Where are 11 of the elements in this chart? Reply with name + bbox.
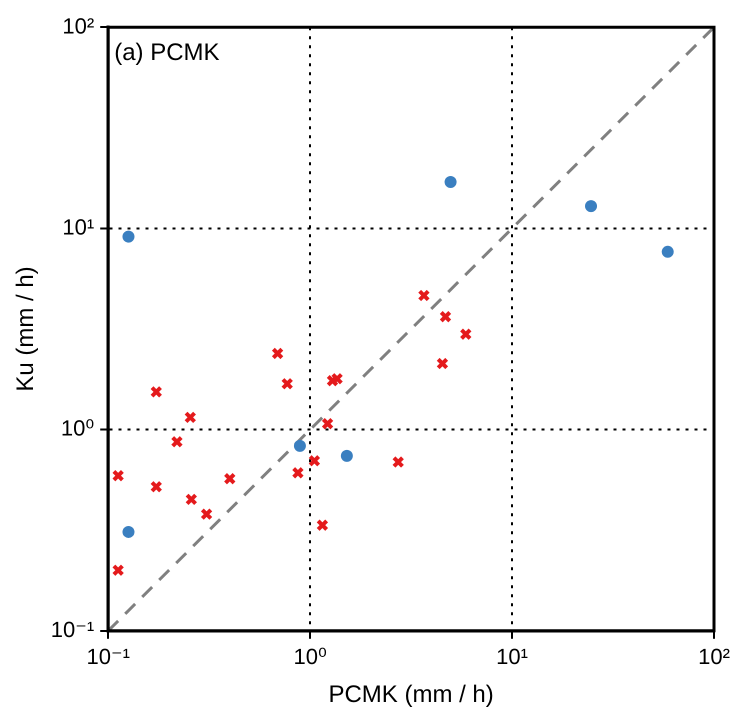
y-tick-label: 10⁰	[60, 416, 94, 441]
x-tick-label: 10²	[698, 644, 730, 670]
x-tick-label: 10⁻¹	[86, 644, 130, 670]
y-tick-label: 10²	[62, 13, 94, 38]
x-tick-label: 10⁰	[293, 644, 327, 670]
y-axis-title: Ku (mm / h)	[12, 266, 40, 392]
x-axis-title: PCMK (mm / h)	[328, 681, 494, 708]
y-tick-label: 10⁻¹	[50, 616, 94, 642]
y-tick-label: 10¹	[62, 214, 94, 240]
annotation: (a) PCMK	[114, 38, 220, 66]
x-tick-label: 10¹	[496, 644, 528, 670]
